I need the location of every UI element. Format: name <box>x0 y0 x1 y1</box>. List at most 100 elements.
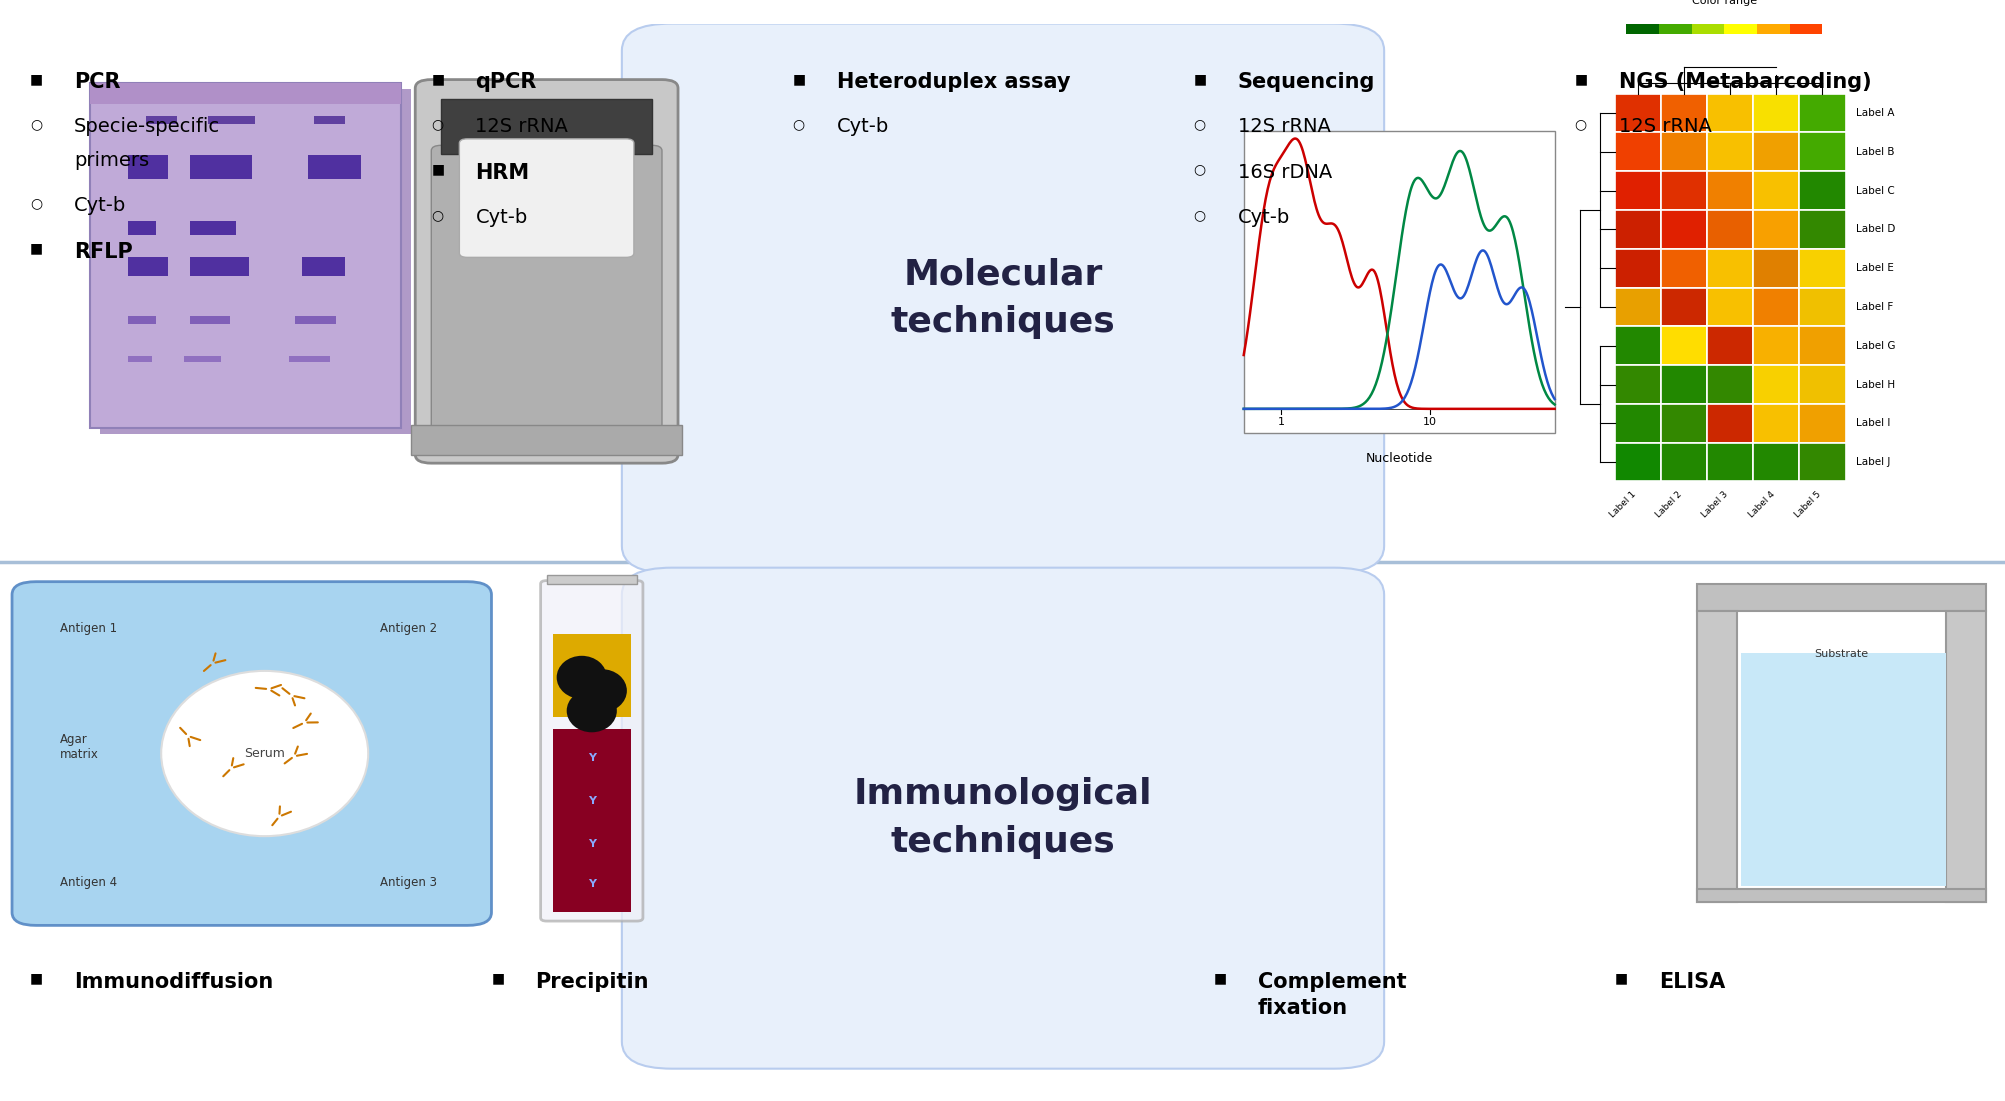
Text: 16S rDNA: 16S rDNA <box>1237 163 1331 182</box>
Text: Y: Y <box>587 752 595 763</box>
FancyBboxPatch shape <box>622 23 1383 573</box>
Bar <box>1752 171 1798 210</box>
Bar <box>1696 611 1736 902</box>
Text: Label D: Label D <box>1855 225 1895 235</box>
Bar <box>1798 326 1845 366</box>
Text: Complement
fixation: Complement fixation <box>1257 972 1406 1018</box>
Text: Color range: Color range <box>1690 0 1756 7</box>
Bar <box>209 116 255 124</box>
Text: ○: ○ <box>30 196 42 210</box>
Bar <box>309 155 361 179</box>
Text: Label 2: Label 2 <box>1654 490 1684 520</box>
Bar <box>1752 132 1798 171</box>
Text: ELISA: ELISA <box>1658 972 1724 992</box>
Bar <box>190 316 231 324</box>
Bar <box>128 316 156 324</box>
Bar <box>1614 443 1660 481</box>
Bar <box>289 356 329 362</box>
Bar <box>1945 611 1985 902</box>
Text: ○: ○ <box>30 118 42 131</box>
Text: ○: ○ <box>1574 118 1586 131</box>
Bar <box>1752 94 1798 132</box>
FancyBboxPatch shape <box>12 581 491 925</box>
Text: ■: ■ <box>30 242 44 255</box>
Text: Antigen 1: Antigen 1 <box>60 622 116 634</box>
Bar <box>1660 94 1706 132</box>
Bar <box>1740 653 1945 885</box>
Text: Antigen 4: Antigen 4 <box>60 875 116 889</box>
Bar <box>1243 131 1554 433</box>
Bar <box>1660 326 1706 366</box>
Bar <box>1614 326 1660 366</box>
Text: Label I: Label I <box>1855 418 1889 428</box>
Bar <box>1798 404 1845 443</box>
Bar <box>1752 249 1798 287</box>
Bar <box>441 99 652 154</box>
Text: Cyt-b: Cyt-b <box>1237 208 1289 227</box>
Text: primers: primers <box>74 151 148 171</box>
Text: Label J: Label J <box>1855 457 1889 467</box>
Text: HRM: HRM <box>475 163 529 183</box>
Text: ■: ■ <box>792 72 806 86</box>
Text: Label 5: Label 5 <box>1792 490 1823 520</box>
Text: Y: Y <box>587 796 595 806</box>
Bar <box>1706 366 1752 404</box>
Bar <box>128 155 168 179</box>
Text: Label 3: Label 3 <box>1700 490 1728 520</box>
FancyBboxPatch shape <box>539 580 642 922</box>
Bar <box>1798 94 1845 132</box>
Bar <box>1660 210 1706 249</box>
Text: 10: 10 <box>1424 417 1436 427</box>
Bar <box>128 257 168 276</box>
Bar <box>1706 326 1752 366</box>
Bar <box>1706 249 1752 287</box>
Text: ■: ■ <box>1614 972 1628 985</box>
Text: 12S rRNA: 12S rRNA <box>475 118 567 137</box>
Bar <box>1690 15 1724 34</box>
Bar <box>1614 249 1660 287</box>
Bar <box>1798 249 1845 287</box>
Bar <box>1752 326 1798 366</box>
Ellipse shape <box>577 669 628 712</box>
Text: Y: Y <box>587 839 595 849</box>
Bar <box>184 356 221 362</box>
Bar <box>1660 171 1706 210</box>
FancyBboxPatch shape <box>415 79 678 464</box>
Text: Label F: Label F <box>1855 302 1893 312</box>
Bar <box>1788 15 1823 34</box>
Bar <box>146 116 176 124</box>
Bar <box>90 83 401 103</box>
Text: ○: ○ <box>1193 208 1205 221</box>
Bar <box>1614 132 1660 171</box>
Bar <box>1798 287 1845 326</box>
FancyBboxPatch shape <box>90 83 401 427</box>
Bar <box>128 220 156 235</box>
Text: ■: ■ <box>431 163 445 176</box>
Bar <box>1756 15 1788 34</box>
Text: Label 4: Label 4 <box>1746 490 1776 520</box>
Bar <box>1706 443 1752 481</box>
Text: Immunodiffusion: Immunodiffusion <box>74 972 273 992</box>
Bar <box>1696 584 1985 611</box>
Text: ■: ■ <box>1213 972 1227 985</box>
Text: Label C: Label C <box>1855 186 1893 196</box>
Bar <box>1798 366 1845 404</box>
Text: PCR: PCR <box>74 72 120 92</box>
Text: Specie-specific: Specie-specific <box>74 118 221 137</box>
Bar <box>1706 287 1752 326</box>
Bar <box>1696 889 1985 902</box>
Bar <box>1614 366 1660 404</box>
Bar <box>1660 443 1706 481</box>
Bar <box>1706 132 1752 171</box>
Bar <box>1798 171 1845 210</box>
Text: Sequencing: Sequencing <box>1237 72 1373 92</box>
Bar <box>1626 15 1658 34</box>
Text: ○: ○ <box>431 118 443 131</box>
Ellipse shape <box>555 656 606 699</box>
Bar <box>295 316 335 324</box>
Text: Antigen 2: Antigen 2 <box>381 622 437 634</box>
Bar <box>190 155 253 179</box>
Bar <box>1614 171 1660 210</box>
Text: Immunological
techniques: Immunological techniques <box>854 777 1151 859</box>
Text: ○: ○ <box>431 208 443 221</box>
